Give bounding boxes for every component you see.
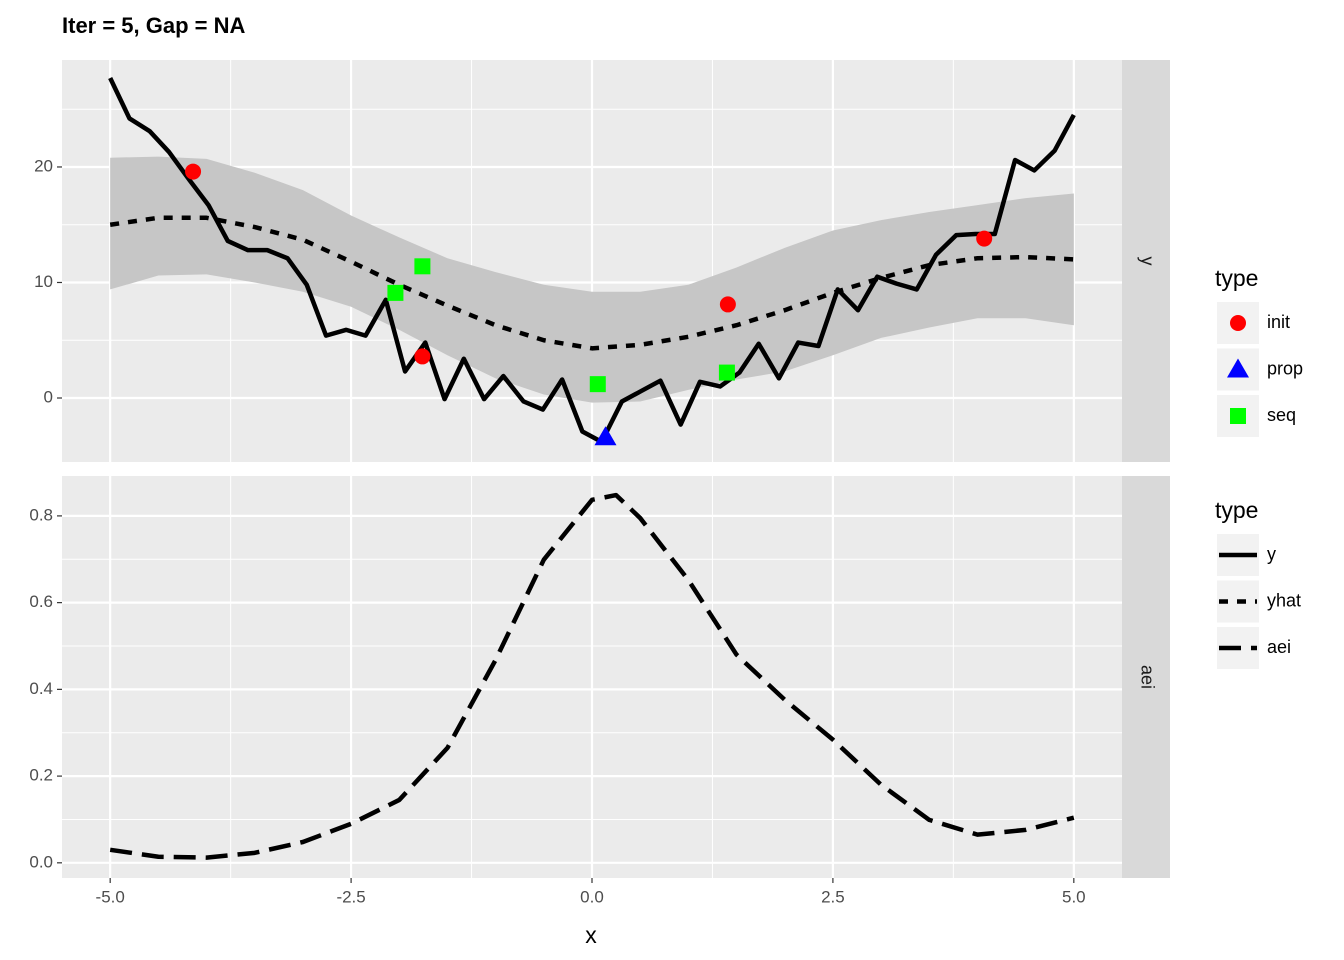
y-tick-label: 0.6: [29, 592, 53, 611]
x-tick-label: -2.5: [336, 887, 365, 906]
x-tick-label: -5.0: [96, 887, 125, 906]
strip-label: y: [1137, 257, 1157, 266]
point: [718, 364, 735, 381]
line: [109, 492, 1075, 860]
point: [185, 163, 202, 180]
line: [109, 215, 1074, 351]
ribbon: [110, 156, 1074, 403]
legend-label: init: [1267, 312, 1290, 332]
point: [594, 426, 617, 446]
y-tick-label: 0.2: [29, 766, 53, 785]
x-axis-title: x: [585, 922, 597, 948]
x-tick-label: 2.5: [821, 887, 845, 906]
y-tick-label: 0.0: [29, 852, 53, 871]
line: [108, 77, 1076, 445]
strip-background: [1122, 60, 1170, 462]
legend-label: y: [1267, 544, 1276, 564]
point: [414, 348, 431, 365]
y-tick-label: 20: [34, 156, 53, 175]
legend-label: yhat: [1267, 590, 1301, 610]
strip-label: aei: [1137, 665, 1157, 689]
y-tick-label: 10: [34, 272, 53, 291]
legend-label: aei: [1267, 637, 1291, 657]
y-tick-label: 0: [44, 387, 53, 406]
point: [589, 376, 606, 393]
legend-label: seq: [1267, 405, 1296, 425]
x-tick-label: 0.0: [580, 887, 604, 906]
x-tick-label: 5.0: [1062, 887, 1086, 906]
point: [387, 284, 404, 301]
y-tick-label: 0.4: [29, 679, 53, 698]
point: [1230, 315, 1246, 331]
point: [719, 296, 736, 313]
strip-background: [1122, 476, 1170, 878]
legend-title: type: [1215, 497, 1258, 523]
point: [1230, 408, 1246, 424]
point: [976, 230, 993, 247]
point: [1227, 358, 1249, 378]
y-tick-label: 0.8: [29, 505, 53, 524]
legend-title: type: [1215, 265, 1258, 291]
chart-title: Iter = 5, Gap = NA: [62, 13, 246, 38]
point: [414, 258, 431, 275]
legend-label: prop: [1267, 358, 1303, 378]
